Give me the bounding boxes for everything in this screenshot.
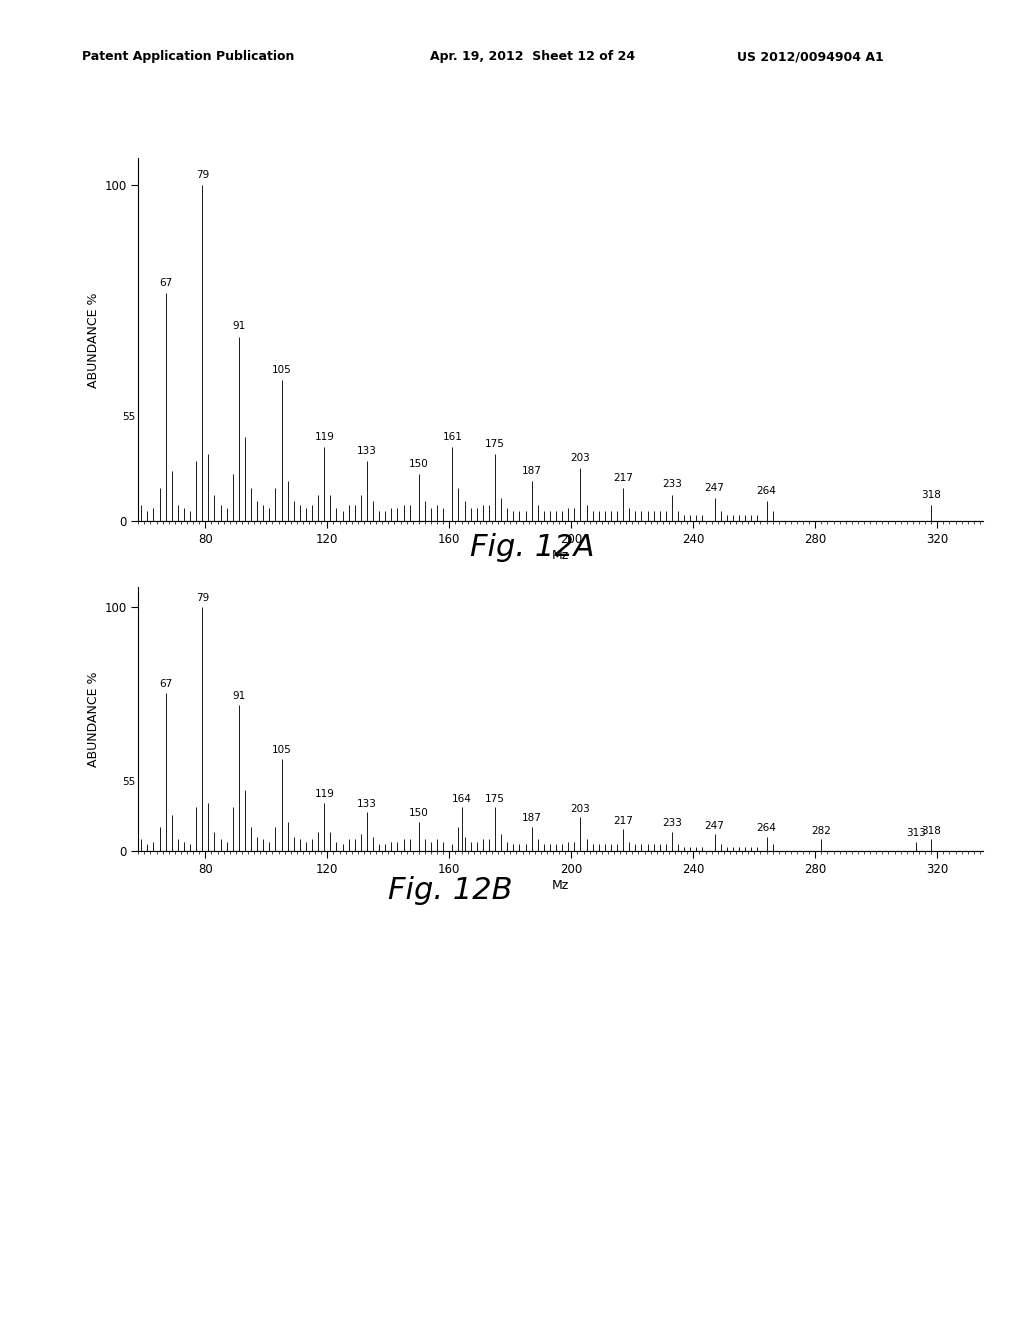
Text: 55: 55 — [123, 776, 136, 787]
Text: 217: 217 — [613, 473, 633, 483]
Text: 119: 119 — [314, 433, 334, 442]
X-axis label: Mz: Mz — [552, 549, 569, 562]
Text: 79: 79 — [196, 593, 209, 603]
Text: 264: 264 — [757, 486, 776, 496]
Text: 175: 175 — [485, 793, 505, 804]
Text: 187: 187 — [522, 813, 542, 824]
Text: 67: 67 — [159, 277, 172, 288]
Text: 282: 282 — [811, 825, 831, 836]
Text: 318: 318 — [922, 490, 941, 499]
Text: 313: 313 — [906, 828, 926, 838]
Text: 233: 233 — [663, 479, 682, 490]
Text: 105: 105 — [271, 366, 292, 375]
X-axis label: Mz: Mz — [552, 879, 569, 892]
Text: 175: 175 — [485, 440, 505, 449]
Text: 119: 119 — [314, 789, 334, 799]
Text: 203: 203 — [570, 453, 591, 462]
Text: 318: 318 — [922, 825, 941, 836]
Text: 247: 247 — [705, 821, 725, 830]
Text: Apr. 19, 2012  Sheet 12 of 24: Apr. 19, 2012 Sheet 12 of 24 — [430, 50, 635, 63]
Text: Patent Application Publication: Patent Application Publication — [82, 50, 294, 63]
Text: 233: 233 — [663, 818, 682, 828]
Text: 133: 133 — [357, 446, 377, 455]
Text: 264: 264 — [757, 824, 776, 833]
Text: 217: 217 — [613, 816, 633, 826]
Text: 203: 203 — [570, 804, 591, 813]
Text: 55: 55 — [123, 412, 136, 422]
Text: 247: 247 — [705, 483, 725, 492]
Text: 91: 91 — [232, 322, 246, 331]
Y-axis label: ABUNDANCE %: ABUNDANCE % — [87, 672, 100, 767]
Text: 164: 164 — [452, 793, 471, 804]
Text: 79: 79 — [196, 170, 209, 181]
Text: 133: 133 — [357, 799, 377, 809]
Text: 187: 187 — [522, 466, 542, 477]
Text: 91: 91 — [232, 692, 246, 701]
Text: 161: 161 — [442, 433, 462, 442]
Text: Fig. 12B: Fig. 12B — [388, 876, 513, 906]
Text: 67: 67 — [159, 678, 172, 689]
Text: US 2012/0094904 A1: US 2012/0094904 A1 — [737, 50, 884, 63]
Text: Fig. 12A: Fig. 12A — [470, 533, 595, 562]
Y-axis label: ABUNDANCE %: ABUNDANCE % — [87, 292, 100, 388]
Text: 150: 150 — [409, 459, 429, 470]
Text: 150: 150 — [409, 808, 429, 818]
Text: 105: 105 — [271, 744, 292, 755]
